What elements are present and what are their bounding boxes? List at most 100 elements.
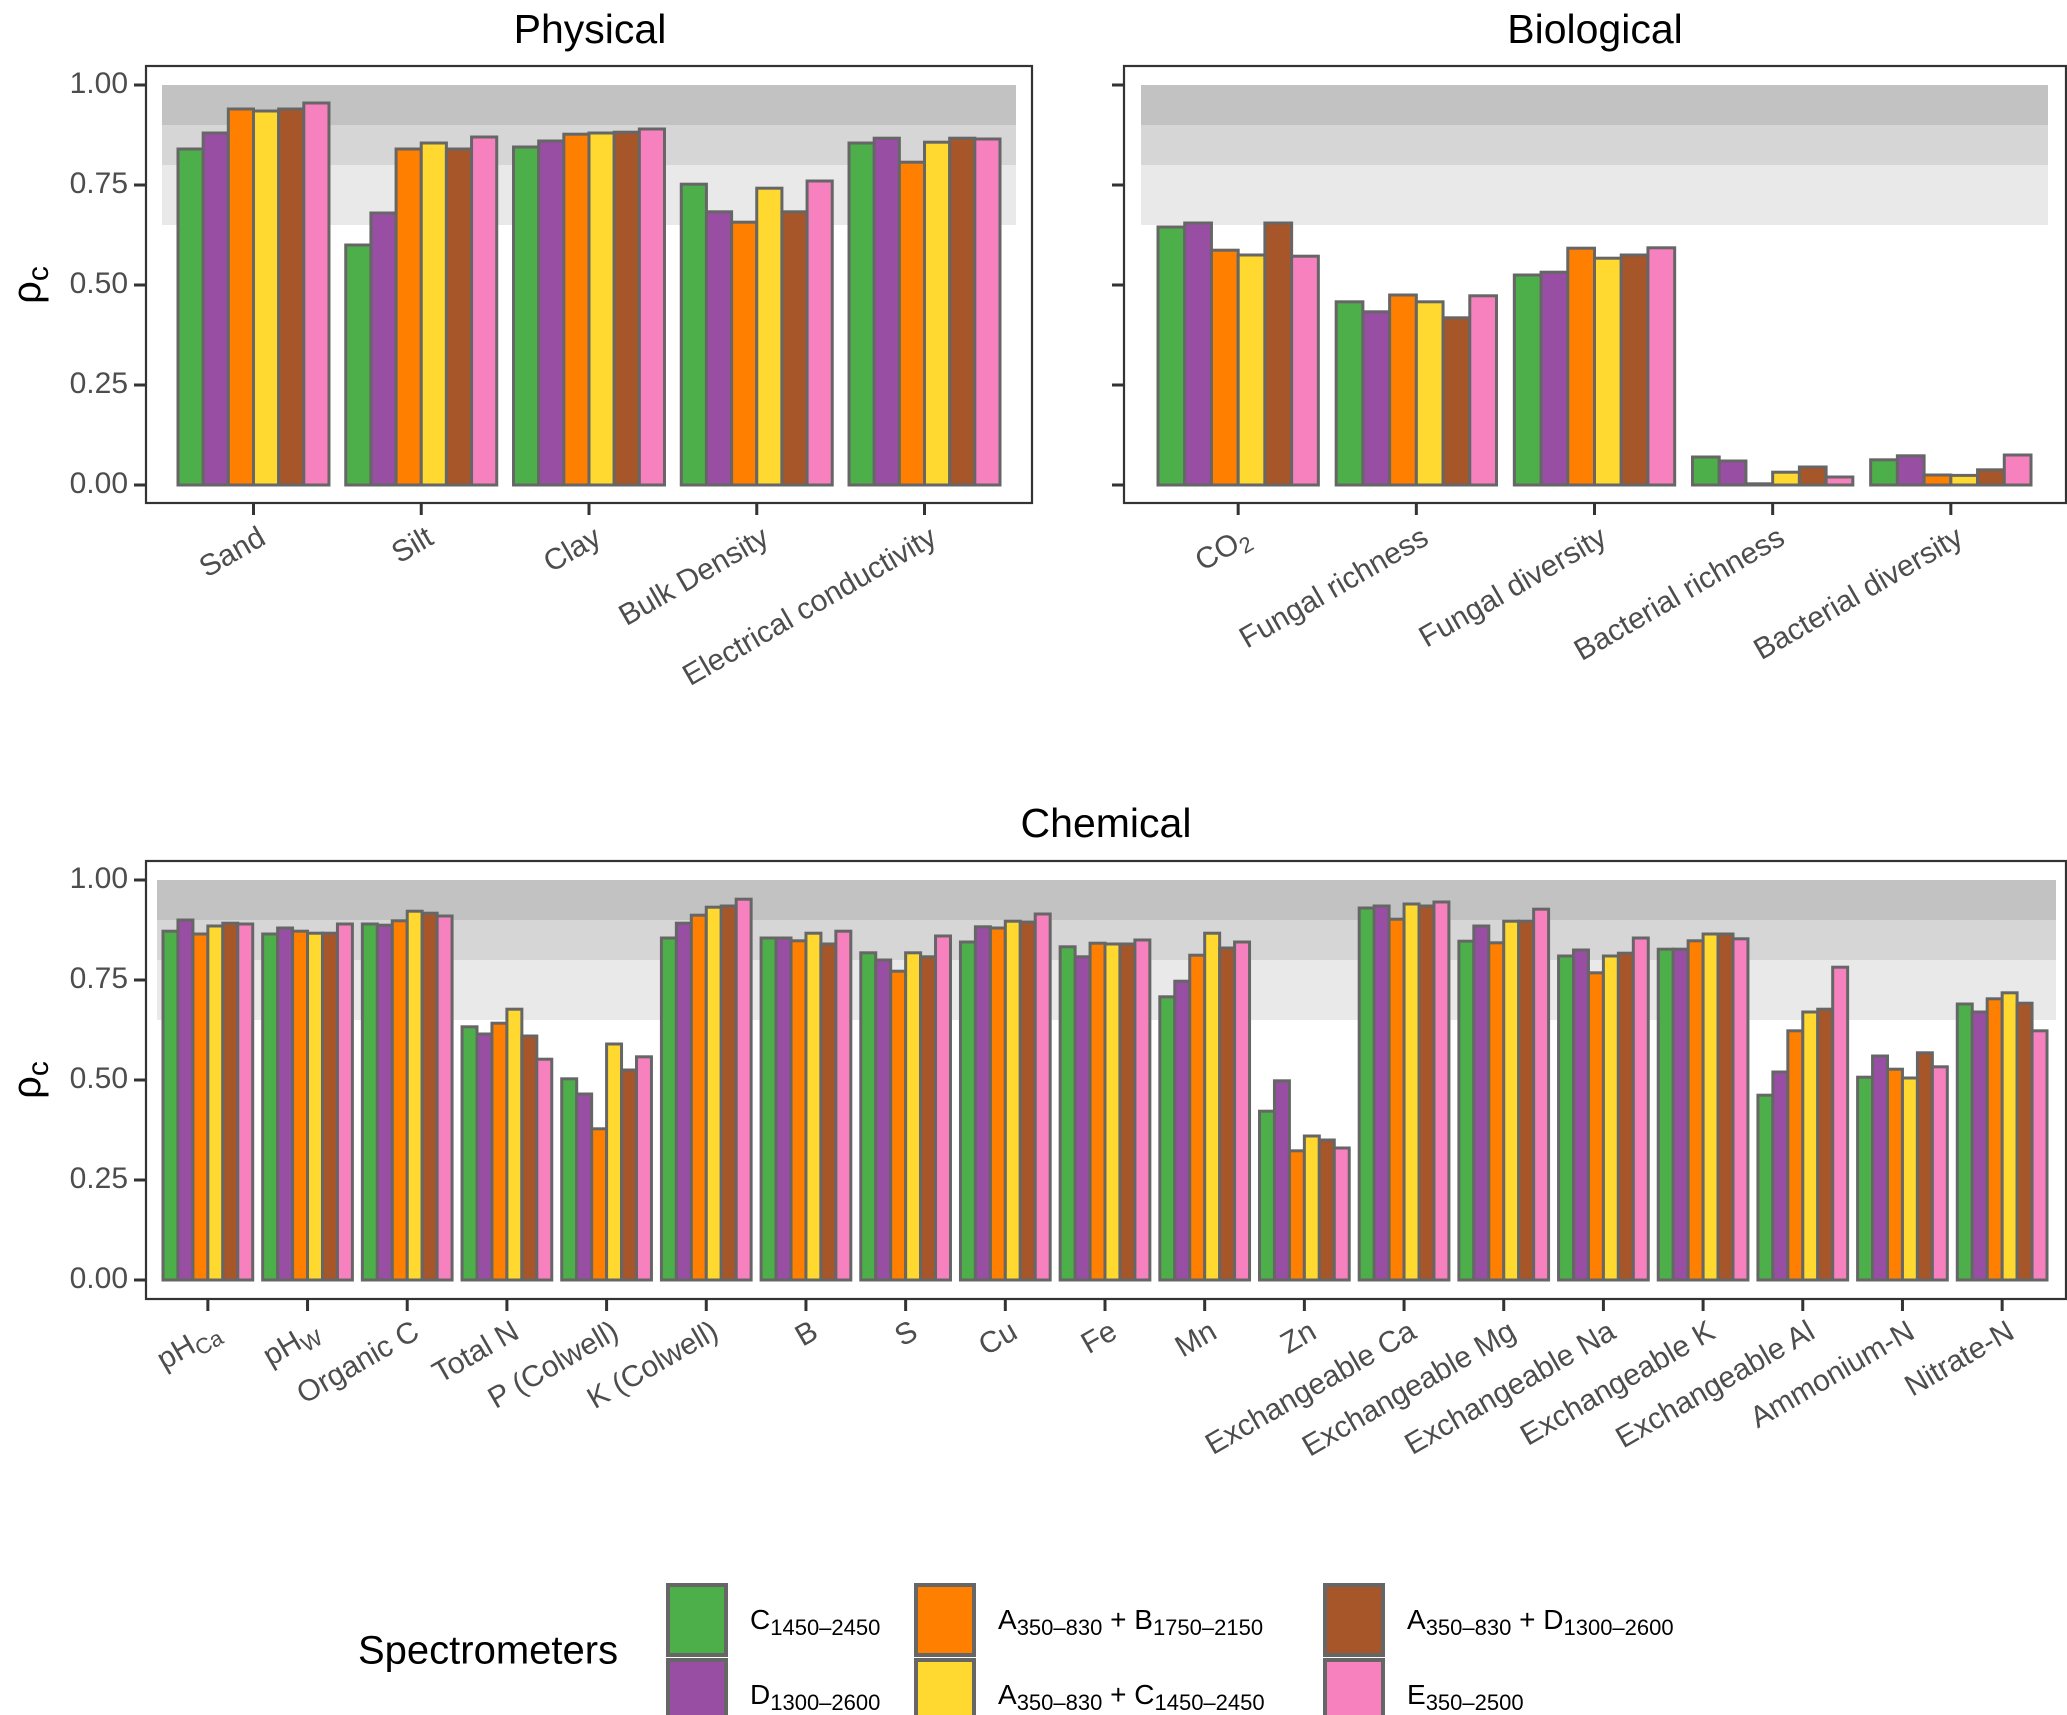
bar xyxy=(1033,912,1052,1282)
label-text: pH xyxy=(257,1325,307,1373)
bar xyxy=(587,131,616,487)
bar xyxy=(360,922,379,1282)
bar xyxy=(1801,1010,1820,1282)
legend-label-text: D xyxy=(750,1679,770,1710)
legend-item: C1450–2450 xyxy=(666,1583,880,1657)
label-text: Cu xyxy=(973,1314,1023,1362)
label-text: Nitrate-N xyxy=(1899,1314,2019,1403)
bar xyxy=(1183,221,1213,487)
bar xyxy=(535,1057,554,1282)
label-text: Fungal richness xyxy=(1234,520,1434,654)
bar xyxy=(405,909,424,1282)
bar xyxy=(435,914,454,1282)
bar xyxy=(1158,995,1177,1282)
y-tick-label: 0.00 xyxy=(70,467,128,500)
bar xyxy=(1058,945,1077,1282)
bar xyxy=(344,243,373,487)
label-text: Bulk Density xyxy=(613,520,774,632)
bar xyxy=(1955,1002,1974,1282)
y-tick-label: 0.50 xyxy=(70,267,128,300)
bar xyxy=(1831,965,1850,1282)
legend-label-text: + D xyxy=(1511,1604,1563,1635)
bar xyxy=(934,934,952,1282)
bar xyxy=(2030,1029,2049,1282)
panel-title: Biological xyxy=(1507,6,1683,52)
bar xyxy=(958,940,977,1282)
bar xyxy=(537,139,566,487)
bar xyxy=(1646,246,1677,487)
bar xyxy=(704,905,723,1282)
bar xyxy=(1586,971,1605,1282)
y-axis-label-subscript: c xyxy=(22,266,55,281)
bar xyxy=(1557,954,1576,1282)
bar xyxy=(444,147,474,487)
y-tick-label: 1.00 xyxy=(70,67,128,100)
legend-label-text: C xyxy=(750,1604,770,1635)
bar xyxy=(847,141,876,487)
legend-swatch xyxy=(666,1583,728,1657)
y-tick-label: 0.25 xyxy=(70,367,128,400)
bar xyxy=(176,147,205,487)
bar xyxy=(2015,1001,2034,1282)
bar xyxy=(277,107,306,487)
bar xyxy=(973,137,1002,487)
legend-label-text: A xyxy=(998,1679,1017,1710)
bar xyxy=(1302,1134,1321,1282)
bar xyxy=(1103,942,1122,1282)
y-tick-label: 0.75 xyxy=(70,167,128,200)
x-tick-label: Sand xyxy=(194,520,271,584)
bar xyxy=(419,141,448,487)
bar xyxy=(1871,1054,1890,1282)
bar xyxy=(819,942,838,1282)
y-axis-label: ρc xyxy=(5,266,55,304)
legend-label: E350–2500 xyxy=(1407,1679,1524,1715)
legend-swatch xyxy=(666,1658,728,1715)
bar xyxy=(1258,1109,1276,1282)
bar xyxy=(755,186,784,487)
legend-label-text: A xyxy=(998,1604,1017,1635)
legend-label: A350–830 + C1450–2450 xyxy=(998,1679,1265,1715)
bar xyxy=(889,969,908,1282)
bar xyxy=(562,132,591,487)
x-tick-label: B xyxy=(790,1314,824,1353)
bar xyxy=(620,1068,638,1282)
bar xyxy=(679,182,708,487)
bar xyxy=(560,1077,579,1282)
bar xyxy=(1797,465,1828,487)
bar xyxy=(475,1032,494,1282)
y-tick-label: 0.25 xyxy=(70,1162,128,1195)
bar xyxy=(1317,1138,1336,1282)
bar xyxy=(1073,955,1092,1282)
bar xyxy=(236,922,255,1282)
label-text: S xyxy=(889,1314,923,1353)
bar xyxy=(1517,919,1536,1282)
bar xyxy=(306,931,324,1282)
bar xyxy=(1771,470,1801,487)
bar xyxy=(1263,221,1294,487)
bar xyxy=(674,921,693,1282)
bar xyxy=(1218,946,1237,1282)
y-axis-label: ρc xyxy=(5,1061,55,1099)
y-tick-label: 0.50 xyxy=(70,1062,128,1095)
bar xyxy=(1856,1075,1875,1282)
legend-label-subscript: 1450–2450 xyxy=(1154,1690,1264,1715)
legend-label-text: + B xyxy=(1102,1604,1153,1635)
bar xyxy=(1744,482,1775,487)
bar xyxy=(874,958,893,1282)
bar xyxy=(897,160,927,487)
bar xyxy=(805,179,834,487)
bar xyxy=(1601,954,1620,1282)
bar xyxy=(1332,1146,1351,1282)
x-tick-label: Fe xyxy=(1076,1314,1123,1360)
bar xyxy=(1976,468,2006,487)
bar xyxy=(1566,246,1597,487)
bar xyxy=(1512,273,1543,487)
bar xyxy=(1417,904,1436,1282)
bar xyxy=(804,931,823,1282)
bar xyxy=(1287,1149,1306,1282)
bar xyxy=(923,140,952,487)
legend-label: A350–830 + D1300–2600 xyxy=(1407,1604,1674,1640)
label-text: pH xyxy=(151,1329,201,1377)
